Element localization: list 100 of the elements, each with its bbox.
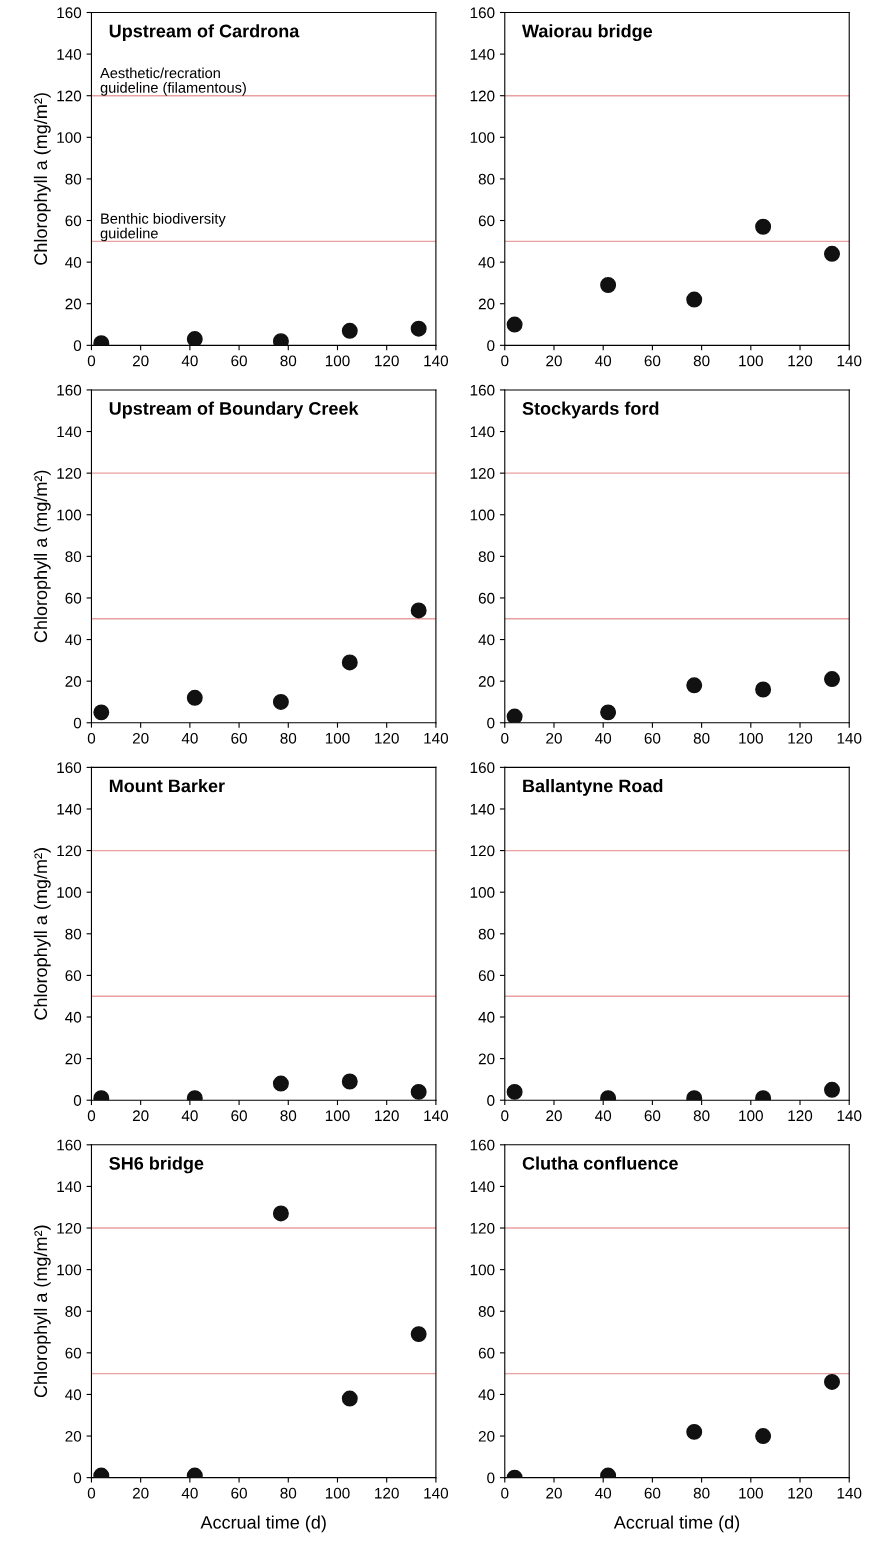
y-tick-label: 20 [478,298,495,310]
x-tick-label: 120 [788,1487,813,1499]
x-tick-label: 0 [87,355,96,367]
x-tick-label: 120 [375,355,399,367]
x-tick-label: 40 [181,1487,198,1499]
y-tick-label: 20 [65,1430,82,1442]
point [686,291,703,308]
y-tick-label: 160 [57,762,82,774]
y-tick-label: 40 [65,1389,82,1401]
x-tick-label: 20 [546,1110,562,1122]
y-tick-label: 160 [57,384,82,396]
x-tick-label: 0 [501,732,509,744]
text: Stockyards ford [522,401,659,419]
y-tick-label: 100 [57,509,82,521]
point [272,693,289,710]
y-tick-label: 120 [57,1222,82,1234]
x-tick-label: 140 [837,355,862,367]
x-tick-label: 60 [231,355,247,367]
text: Upstream of Boundary Creek [109,401,359,419]
x-tick-label: 140 [837,1110,862,1122]
y-tick-label: 100 [470,887,495,898]
x-tick-label: 140 [837,732,862,744]
x-tick-label: 0 [87,1110,96,1122]
y-tick-label: 80 [478,551,495,563]
y-tick-label: 60 [478,592,495,604]
x-tick-label: 120 [375,732,399,744]
point [93,704,110,721]
x-tick-label: 20 [546,732,562,744]
x-tick-label: 140 [424,355,449,367]
x-tick-label: 20 [132,732,149,744]
y-tick-label: 140 [57,803,82,815]
point [410,1326,427,1343]
y-tick-label: 120 [470,845,495,857]
y-tick-label: 20 [65,298,82,310]
x-tick-label: 120 [375,1487,399,1499]
y-tick-label: 140 [470,426,495,438]
x-tick-label: 120 [788,1110,813,1122]
x-tick-label: 40 [595,1110,612,1122]
y-tick-label: 20 [478,1430,495,1442]
x-tick-label: 100 [739,1487,763,1499]
y-tick-label: 0 [73,1095,82,1106]
y-tick-label: 0 [73,717,82,729]
x-tick-label: 20 [132,1110,149,1122]
x-tick-label: 80 [280,355,297,367]
text: Clutha confluence [522,1156,678,1170]
x-tick-label: 80 [280,732,297,744]
x-tick-label: 20 [132,355,149,367]
x-tick-label: 140 [424,732,449,744]
point [824,245,840,262]
y-axis-title: Chlorophyll a (mg/m²) [33,93,51,265]
point [341,654,358,671]
x-tick-label: 40 [595,1487,612,1499]
y-axis-title: Chlorophyll a (mg/m²) [33,848,51,1020]
y-tick-label: 80 [478,928,495,940]
text: Mount Barker [109,779,225,793]
x-tick-label: 40 [181,1110,198,1122]
y-tick-label: 100 [57,132,82,143]
x-tick-label: 60 [231,732,247,744]
y-tick-label: 80 [65,173,82,185]
y-tick-label: 60 [478,215,495,227]
y-tick-label: 20 [65,676,82,687]
x-tick-label: 120 [788,355,813,367]
text: Waiorau bridge [522,24,653,42]
point [341,1390,358,1407]
x-tick-label: 100 [325,1487,350,1499]
ref-line-label: Benthic biodiversity guideline [100,213,226,242]
x-tick-label: 100 [739,1110,763,1122]
y-tick-label: 40 [478,634,495,646]
x-tick-label: 20 [546,1487,562,1499]
x-tick-label: 60 [644,355,661,367]
x-tick-label: 100 [325,355,350,367]
x-tick-label: 0 [87,1487,96,1499]
y-tick-label: 80 [65,551,82,563]
y-tick-label: 0 [487,340,495,352]
y-tick-label: 120 [470,1222,495,1234]
y-tick-label: 100 [470,132,495,143]
x-tick-label: 80 [693,355,710,367]
x-tick-label: 60 [644,1487,661,1499]
x-tick-label: 100 [739,732,763,744]
x-tick-label: 0 [501,1487,509,1499]
y-tick-label: 0 [73,340,82,352]
y-tick-label: 40 [478,1011,495,1023]
y-axis-title: Chlorophyll a (mg/m²) [33,1225,51,1398]
x-tick-label: 100 [739,355,763,367]
y-tick-label: 120 [57,90,82,102]
y-tick-label: 60 [478,970,495,982]
point [506,316,523,333]
x-tick-label: 40 [181,732,198,744]
x-tick-label: 0 [501,1110,509,1122]
ref-line-label: Aesthetic/recration guideline (filamentous) [100,67,246,96]
x-tick-label: 60 [644,732,661,744]
y-tick-label: 80 [65,928,82,940]
text: Upstream of Cardrona [109,24,300,41]
y-tick-label: 160 [57,1139,82,1151]
y-tick-label: 0 [487,1472,495,1484]
x-tick-label: 120 [375,1110,399,1122]
y-tick-label: 140 [57,1181,82,1193]
y-tick-label: 140 [57,48,82,60]
x-tick-label: 40 [595,732,612,744]
y-tick-label: 20 [478,1053,495,1065]
